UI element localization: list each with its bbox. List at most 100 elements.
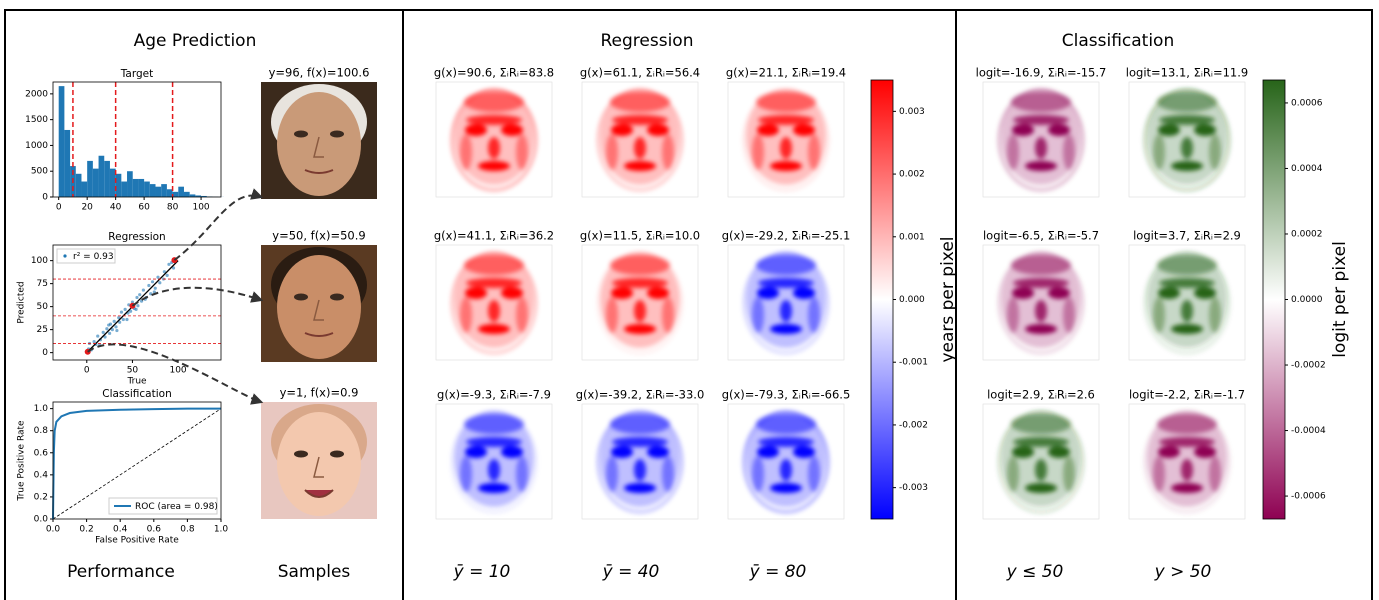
bar [76,174,82,197]
x-tick-label: 60 [138,203,150,213]
relevance-blob [634,459,646,481]
bar [156,187,162,197]
x-axis-label: False Positive Rate [95,536,179,546]
bar [173,192,179,197]
relevance-blob [501,287,523,299]
point [167,263,170,266]
bar [167,189,173,197]
bar [104,161,110,197]
heatmap [728,245,844,360]
sample-photo: y=96, f(x)=100.6 [261,66,377,200]
x-tick-label: 0.0 [46,525,61,535]
relevance-blob [1007,134,1019,170]
relevance-blob [662,297,674,333]
point [154,287,157,290]
relevance-blob [1194,287,1216,299]
relevance-blob [1011,255,1071,275]
relevance-blob [808,134,820,170]
colorbar-tick-label: -0.0004 [1291,426,1326,436]
relevance-blob [1011,92,1071,112]
relevance-blob [1012,446,1034,458]
colorbar-tick-label: -0.003 [899,483,928,493]
relevance-blob [758,278,814,288]
point [125,318,128,321]
colorbar-tick-label: 0.0004 [1291,164,1323,174]
bar [161,184,167,197]
relevance-blob [1171,324,1203,334]
heatmap [1129,82,1245,197]
heatmap-caption: g(x)=11.5, ΣᵢRᵢ=10.0 [580,229,700,243]
column-label: ȳ = 10 [453,562,511,582]
colorbar-label: years per pixel [938,236,958,362]
relevance-blob [752,297,764,333]
relevance-blob [1025,161,1057,171]
relevance-blob [634,137,646,159]
relevance-blob [516,456,528,492]
relevance-blob [647,287,669,299]
relevance-blob [464,414,524,434]
column-label: y > 50 [1154,562,1212,582]
colorbar [871,80,893,519]
relevance-blob [465,446,487,458]
relevance-blob [606,134,618,170]
relevance-blob [1012,287,1034,299]
y-tick-label: 50 [37,302,49,312]
point [166,274,169,277]
y-tick-label: 75 [37,279,48,289]
relevance-blob [466,115,522,125]
section-title: Age Prediction [134,31,257,51]
relevance-blob [1048,124,1070,136]
relevance-blob [758,115,814,125]
relevance-blob [611,124,633,136]
colorbar-tick-label: -0.0002 [1291,361,1326,371]
heatmap [582,82,698,197]
x-tick-label: 0 [56,203,62,213]
relevance-blob [1159,115,1215,125]
point [122,318,125,321]
relevance-blob [1157,414,1217,434]
relevance-blob [1157,255,1217,275]
heatmap-caption: g(x)=21.1, ΣᵢRᵢ=19.4 [726,66,846,80]
plot-title: Target [120,68,153,80]
relevance-blob [478,483,510,493]
relevance-blob [1153,456,1165,492]
heatmap [983,245,1099,360]
relevance-blob [757,124,779,136]
relevance-blob [501,446,523,458]
relevance-blob [624,324,656,334]
legend-label: ROC (area = 0.98) [135,502,218,512]
relevance-blob [808,297,820,333]
relevance-blob [466,278,522,288]
relevance-blob [460,456,472,492]
bar [133,179,139,197]
column-label: ȳ = 40 [602,562,660,582]
heatmap-caption: g(x)=-79.3, ΣᵢRᵢ=-66.5 [722,388,851,402]
x-axis-label: True [126,377,147,387]
heatmap-caption: logit=2.9, ΣᵢRᵢ=2.6 [987,388,1095,402]
relevance-blob [634,300,646,322]
point [147,284,150,287]
y-tick-label: 0.6 [34,448,49,458]
colorbar-label: logit per pixel [1330,241,1350,358]
relevance-blob [780,300,792,322]
bar [87,161,93,197]
relevance-blob [770,483,802,493]
relevance-blob [1181,300,1193,322]
relevance-blob [756,414,816,434]
relevance-blob [1035,137,1047,159]
point [113,320,116,323]
heatmap [1129,245,1245,360]
relevance-blob [516,134,528,170]
x-tick-label: 1.0 [214,525,229,535]
heatmap-caption: g(x)=41.1, ΣᵢRᵢ=36.2 [434,229,554,243]
y-tick-label: 0.2 [34,492,48,502]
relevance-blob [612,115,668,125]
relevance-blob [516,297,528,333]
heatmap-caption: logit=3.7, ΣᵢRᵢ=2.9 [1133,229,1241,243]
relevance-blob [752,456,764,492]
y-tick-label: 0 [42,348,48,358]
sample-photo: y=50, f(x)=50.9 [261,229,377,363]
relevance-blob [808,456,820,492]
relevance-blob [647,446,669,458]
